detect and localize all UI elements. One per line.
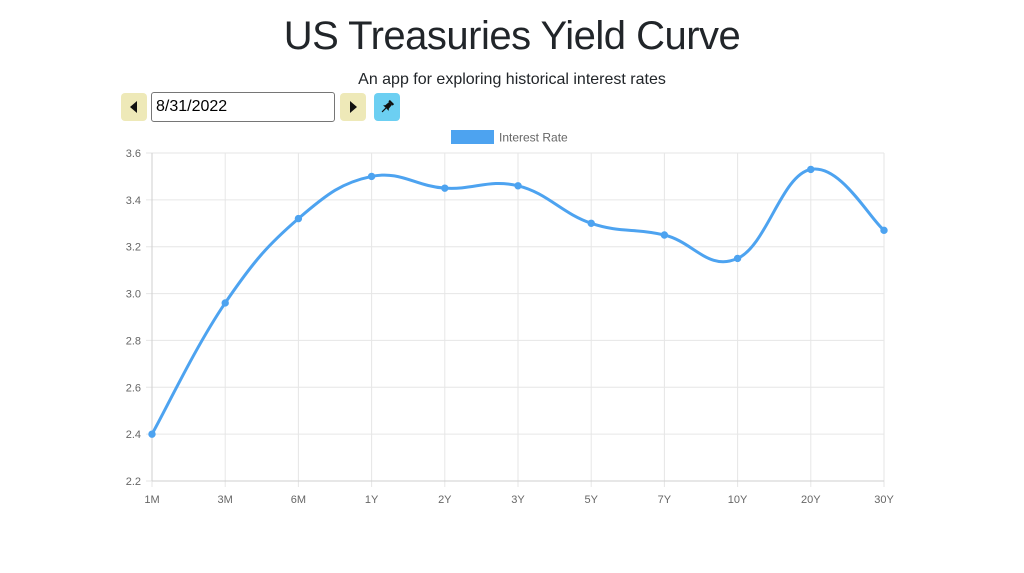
data-point-20y[interactable] bbox=[807, 165, 815, 174]
data-point-5y[interactable] bbox=[587, 219, 595, 227]
data-point-1y[interactable] bbox=[367, 172, 376, 181]
pushpin-icon bbox=[381, 99, 395, 113]
data-point-3y[interactable] bbox=[514, 182, 522, 190]
x-tick-label: 3Y bbox=[511, 494, 525, 506]
y-tick-label: 2.6 bbox=[126, 382, 141, 394]
x-axis-ticks: 1M 3M 6M 1Y 2Y 3Y 5Y 7Y 10Y 20Y 30Y bbox=[144, 494, 894, 506]
data-point-10y[interactable] bbox=[733, 254, 742, 263]
x-tick-label: 20Y bbox=[801, 494, 821, 506]
x-tick-label: 30Y bbox=[874, 494, 894, 506]
y-tick-label: 3.4 bbox=[126, 195, 141, 207]
date-controls bbox=[121, 92, 400, 122]
x-tick-label: 6M bbox=[291, 494, 306, 506]
pin-button[interactable] bbox=[374, 93, 400, 121]
date-input[interactable] bbox=[151, 92, 335, 122]
y-tick-label: 3.2 bbox=[126, 242, 141, 254]
data-points bbox=[148, 165, 888, 438]
x-tick-label: 1M bbox=[144, 494, 159, 506]
previous-date-button[interactable] bbox=[121, 93, 147, 121]
x-tick-label: 1Y bbox=[365, 494, 379, 506]
data-point-1m[interactable] bbox=[148, 430, 156, 438]
chart-grid bbox=[146, 152, 885, 487]
caret-left-icon bbox=[130, 101, 137, 113]
page-subtitle: An app for exploring historical interest… bbox=[358, 71, 666, 88]
y-axis-ticks: 2.2 2.4 2.6 2.8 3.0 3.2 3.4 3.6 bbox=[126, 148, 141, 488]
x-tick-label: 3M bbox=[218, 494, 233, 506]
x-tick-label: 7Y bbox=[658, 494, 672, 506]
y-tick-label: 2.4 bbox=[126, 429, 141, 441]
x-tick-label: 2Y bbox=[438, 494, 452, 506]
y-tick-label: 2.8 bbox=[126, 335, 141, 347]
data-point-2y[interactable] bbox=[441, 184, 449, 192]
y-tick-label: 3.6 bbox=[126, 148, 141, 160]
y-tick-label: 3.0 bbox=[126, 289, 141, 301]
legend-swatch bbox=[451, 130, 494, 144]
x-tick-label: 5Y bbox=[584, 494, 598, 506]
data-point-3m[interactable] bbox=[221, 299, 229, 307]
y-tick-label: 2.2 bbox=[126, 476, 141, 488]
legend-label: Interest Rate bbox=[499, 131, 568, 145]
next-date-button[interactable] bbox=[340, 93, 366, 121]
chart-axes bbox=[151, 153, 884, 482]
x-tick-label: 10Y bbox=[728, 494, 748, 506]
page-title: US Treasuries Yield Curve bbox=[283, 14, 741, 58]
data-point-30y[interactable] bbox=[880, 226, 888, 235]
caret-right-icon bbox=[350, 101, 357, 113]
chart-legend[interactable]: Interest Rate bbox=[451, 130, 568, 145]
data-point-6m[interactable] bbox=[294, 214, 303, 223]
data-point-7y[interactable] bbox=[660, 231, 669, 239]
